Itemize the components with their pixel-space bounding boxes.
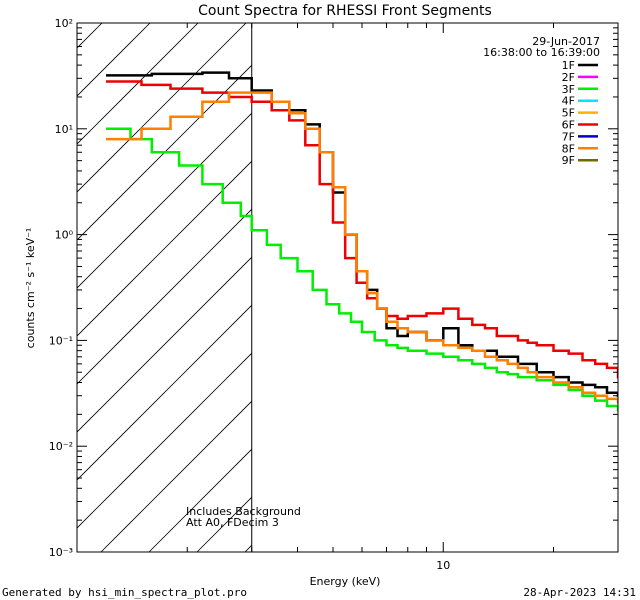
hatch-line — [77, 23, 151, 97]
hatch-line — [77, 23, 247, 193]
hatch-line — [77, 160, 252, 337]
hatch-line — [0, 0, 77, 552]
hatch-line — [100, 400, 252, 552]
legend-label: 6F — [562, 119, 575, 132]
legend-label: 8F — [562, 142, 575, 155]
legend-label: 5F — [562, 107, 575, 120]
x-tick-label: 10 — [436, 559, 450, 572]
footer-generated-by: Generated by hsi_min_spectra_plot.pro — [2, 586, 247, 599]
y-tick-label: 10⁻¹ — [49, 334, 73, 347]
hatch-line — [77, 112, 252, 289]
hatch-line — [77, 304, 252, 481]
annotation-background: Includes Background — [186, 505, 301, 518]
date-label: 29-Jun-2017 — [532, 35, 600, 48]
x-axis-label: Energy (keV) — [310, 575, 381, 588]
series-8f — [106, 91, 618, 404]
hatch-line — [77, 64, 252, 241]
series-1f — [106, 71, 618, 397]
hatch-line — [77, 23, 199, 145]
series-layer — [106, 71, 618, 412]
annotation-attenuator: Att A0, FDecim 3 — [186, 516, 279, 529]
legend-label: 1F — [562, 59, 575, 72]
y-tick-label: 10⁰ — [55, 229, 74, 242]
hatched-region — [0, 0, 252, 552]
y-axis-label: counts cm⁻² s⁻¹ keV⁻¹ — [24, 228, 37, 349]
footer-timestamp: 28-Apr-2023 14:31 — [523, 586, 636, 599]
y-tick-label: 10¹ — [55, 123, 73, 136]
legend-label: 9F — [562, 154, 575, 167]
y-tick-label: 10⁻² — [49, 440, 73, 453]
series-3f — [106, 127, 618, 412]
hatch-line — [77, 256, 252, 433]
plot-frame — [76, 22, 619, 553]
y-tick-label: 10² — [55, 17, 73, 30]
legend-label: 3F — [562, 83, 575, 96]
hatch-line — [77, 208, 252, 385]
hatch-line — [244, 544, 252, 552]
legend-label: 7F — [562, 130, 575, 143]
hatch-line — [0, 0, 125, 552]
legend-label: 2F — [562, 71, 575, 84]
y-tick-label: 10⁻³ — [49, 546, 73, 559]
chart-title: Count Spectra for RHESSI Front Segments — [198, 3, 492, 19]
time-range-label: 16:38:00 to 16:39:00 — [483, 46, 600, 59]
axis-tick-labels: 1010010²10¹10⁰10⁻¹10⁻²10⁻³ — [49, 17, 450, 572]
hatch-line — [148, 448, 252, 552]
legend-label: 4F — [562, 95, 575, 108]
axis-ticks — [76, 23, 619, 553]
hatch-line — [77, 352, 252, 529]
